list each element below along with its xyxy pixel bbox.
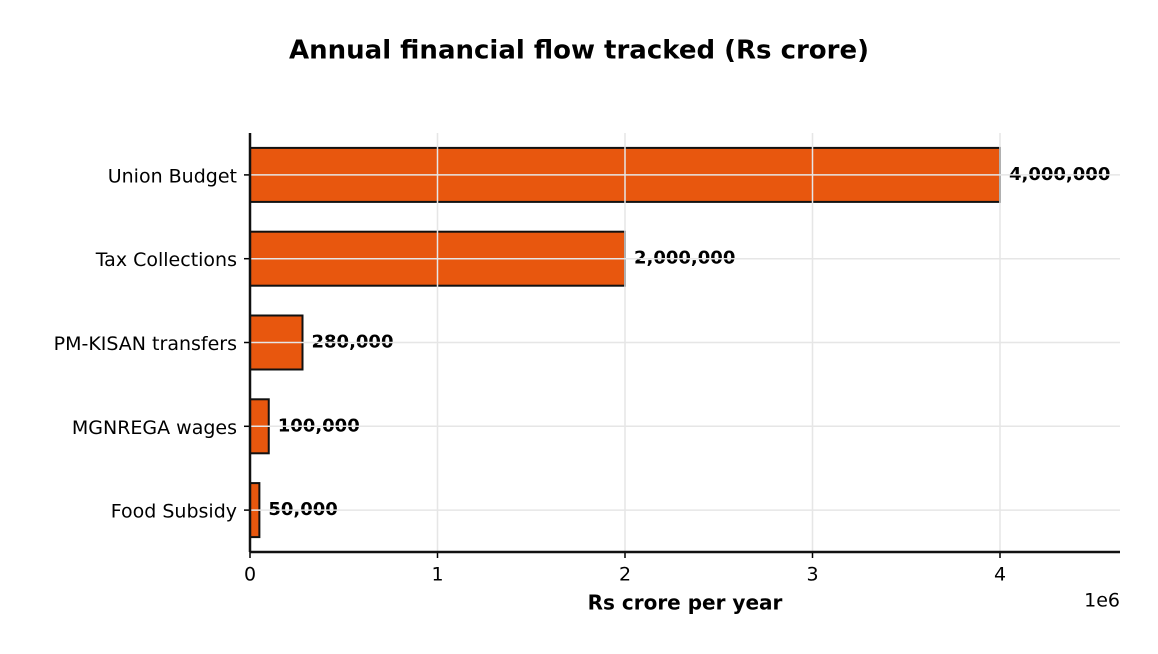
y-tick-label: Tax Collections xyxy=(95,249,237,271)
x-axis-label: Rs crore per year xyxy=(588,591,783,615)
x-tick-label: 3 xyxy=(806,564,818,586)
y-tick-label: Food Subsidy xyxy=(111,501,237,523)
x-tick-label: 1 xyxy=(431,564,443,586)
y-tick-label: MGNREGA wages xyxy=(72,417,237,439)
y-tick-label: PM-KISAN transfers xyxy=(54,333,237,355)
x-tick-label: 2 xyxy=(619,564,631,586)
x-tick-label: 4 xyxy=(994,564,1006,586)
y-tick-label: Union Budget xyxy=(108,165,237,187)
x-tick-label: 0 xyxy=(244,564,256,586)
x-offset-label: 1e6 xyxy=(1084,590,1120,612)
chart-title: Annual financial flow tracked (Rs crore) xyxy=(289,36,869,66)
